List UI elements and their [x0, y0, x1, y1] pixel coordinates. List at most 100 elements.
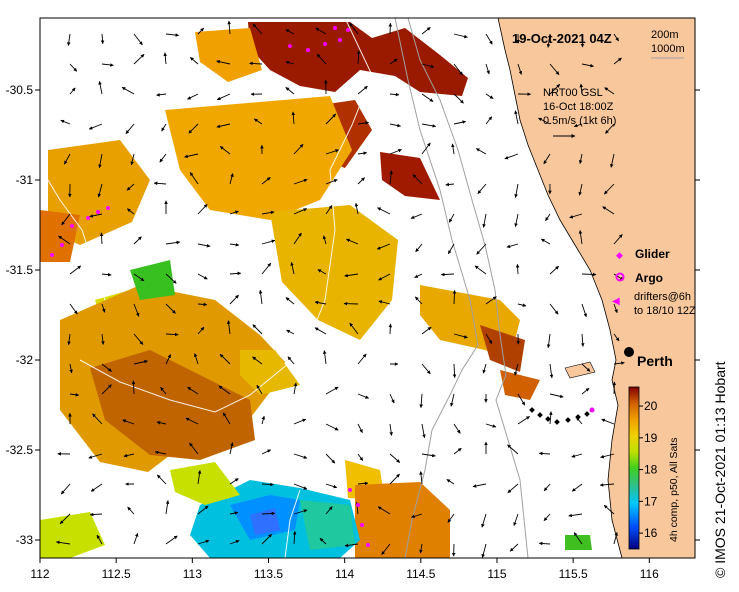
- glider-legend-label: Glider: [635, 247, 670, 261]
- current-vector: [100, 33, 105, 45]
- current-vector: [389, 423, 393, 436]
- current-vector: [485, 333, 493, 345]
- current-vector: [514, 110, 519, 125]
- current-vector: [573, 123, 583, 128]
- current-vector: [161, 123, 167, 132]
- perth-marker-icon: [624, 347, 634, 357]
- current-vector: [227, 20, 231, 35]
- current-vector: [613, 361, 625, 365]
- current-vector: [154, 450, 167, 455]
- current-vector: [514, 213, 519, 227]
- current-vector: [482, 213, 487, 228]
- current-vector: [92, 413, 103, 425]
- current-vector: [485, 296, 497, 305]
- current-vector: [581, 303, 587, 318]
- current-vector: [578, 153, 583, 164]
- current-vector: [549, 265, 560, 275]
- current-vector: [389, 473, 400, 485]
- current-vector: [133, 273, 145, 282]
- current-vector: [481, 513, 487, 528]
- current-vector: [451, 143, 455, 155]
- current-vector: [549, 393, 564, 399]
- current-vector: [515, 263, 520, 275]
- current-vector: [357, 353, 367, 365]
- current-vector: [517, 393, 526, 406]
- current-vector: [472, 483, 487, 488]
- current-time-label: 16-Oct 18:00Z: [543, 101, 614, 113]
- current-vector: [581, 363, 591, 372]
- current-vector: [485, 93, 494, 99]
- current-vector: [540, 238, 551, 245]
- current-vector: [88, 453, 103, 459]
- current-vector: [293, 178, 308, 185]
- current-vector: [229, 271, 242, 276]
- current-vector: [378, 300, 391, 305]
- current-vector: [581, 63, 594, 68]
- current-vector: [445, 182, 455, 187]
- current-vector: [325, 113, 337, 125]
- current-vector: [229, 210, 239, 215]
- bathymetry-contours: [47, 18, 529, 558]
- current-vector: [349, 22, 359, 35]
- current-vector: [421, 363, 431, 375]
- current-vector: [261, 449, 272, 455]
- current-vector: [64, 153, 71, 165]
- current-vector: [357, 481, 369, 486]
- current-vector: [357, 393, 370, 399]
- current-vector: [125, 123, 135, 134]
- current-vector: [89, 213, 103, 218]
- current-vector: [69, 87, 76, 95]
- current-vector: [545, 213, 551, 221]
- y-axis: -30.5 -31 -31.5 -32 -32.5 -33: [6, 83, 700, 547]
- current-vector: [219, 353, 231, 365]
- current-vector: [293, 453, 308, 459]
- current-vector: [485, 33, 493, 45]
- current-vector: [61, 213, 71, 226]
- current-vector: [229, 173, 234, 185]
- credit-label: © IMOS 21-Oct-2021 01:13 Hobart: [712, 361, 728, 578]
- current-vector: [543, 513, 551, 522]
- current-vector: [188, 123, 199, 134]
- current-vector: [286, 329, 295, 335]
- current-vector: [419, 393, 423, 409]
- current-vector: [156, 421, 167, 425]
- current-vector: [101, 63, 114, 67]
- current-vector: [453, 93, 464, 104]
- current-vector: [97, 183, 103, 198]
- current-vector: [261, 262, 272, 275]
- current-vector: [219, 146, 231, 155]
- current-vector: [101, 384, 112, 395]
- current-vector: [60, 119, 71, 125]
- current-vector: [610, 153, 615, 168]
- current-vector: [133, 333, 144, 345]
- current-vector: [314, 300, 327, 305]
- current-vector: [229, 539, 240, 545]
- current-vector: [509, 543, 519, 552]
- current-vector: [446, 479, 455, 485]
- current-vector: [421, 63, 435, 69]
- current-vector: [485, 63, 490, 75]
- current-vector: [229, 478, 239, 485]
- current-vector: [453, 63, 463, 76]
- current-vector: [410, 213, 423, 219]
- current-vector: [216, 93, 231, 101]
- current-vector: [543, 483, 551, 492]
- current-vector: [613, 532, 618, 545]
- current-vector: [133, 33, 143, 46]
- current-vector: [126, 183, 135, 191]
- current-vector: [514, 183, 519, 198]
- current-vector: [322, 350, 327, 365]
- current-vector: [163, 52, 168, 65]
- current-vector: [156, 474, 167, 485]
- colorbar-tick-label: 16: [644, 526, 658, 540]
- current-vector: [604, 87, 615, 95]
- current-vector: [189, 442, 199, 455]
- drifters-legend-line1: drifters@6h: [634, 291, 691, 303]
- current-vector: [549, 303, 559, 315]
- current-vector: [476, 243, 487, 255]
- current-vector: [133, 303, 140, 317]
- current-vector: [346, 238, 359, 245]
- current-vectors: [55, 20, 625, 558]
- current-vector: [571, 453, 583, 458]
- current-vector: [325, 205, 333, 215]
